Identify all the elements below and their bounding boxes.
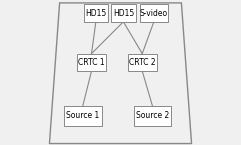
FancyBboxPatch shape	[111, 4, 136, 22]
FancyBboxPatch shape	[134, 106, 171, 126]
Text: Source 1: Source 1	[66, 112, 100, 120]
Text: HD15: HD15	[113, 9, 134, 18]
FancyBboxPatch shape	[128, 54, 157, 71]
FancyBboxPatch shape	[77, 54, 106, 71]
Text: Source 2: Source 2	[136, 112, 169, 120]
FancyBboxPatch shape	[140, 4, 168, 22]
FancyBboxPatch shape	[84, 4, 108, 22]
Text: S-video: S-video	[140, 9, 168, 18]
Text: CRTC 1: CRTC 1	[78, 58, 105, 67]
Text: HD15: HD15	[85, 9, 107, 18]
Text: CRTC 2: CRTC 2	[129, 58, 155, 67]
FancyBboxPatch shape	[64, 106, 102, 126]
